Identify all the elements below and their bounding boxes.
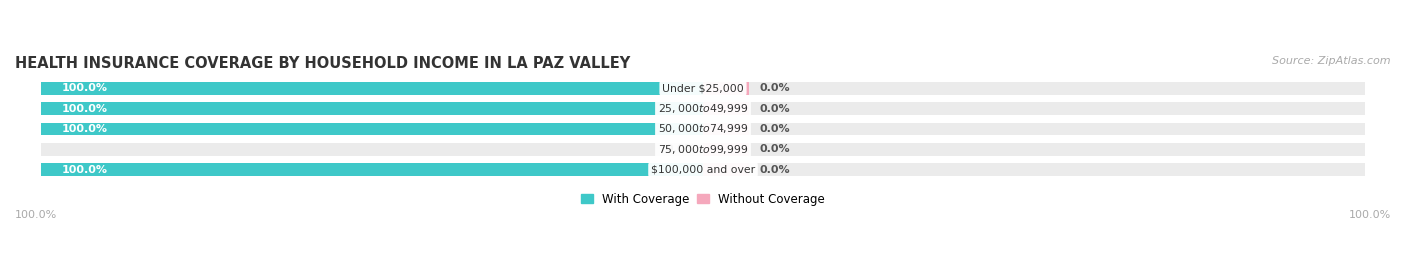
Bar [703, 163, 749, 176]
Text: 100.0%: 100.0% [62, 83, 107, 93]
Text: HEALTH INSURANCE COVERAGE BY HOUSEHOLD INCOME IN LA PAZ VALLEY: HEALTH INSURANCE COVERAGE BY HOUSEHOLD I… [15, 56, 630, 71]
Bar [41, 102, 703, 115]
Text: 0.0%: 0.0% [666, 144, 696, 154]
Text: 100.0%: 100.0% [62, 104, 107, 114]
Text: 0.0%: 0.0% [759, 83, 790, 93]
Bar [41, 102, 1365, 115]
Bar [41, 163, 1365, 176]
Bar [41, 163, 703, 176]
Text: 0.0%: 0.0% [759, 165, 790, 175]
Bar [41, 143, 1365, 156]
Text: 0.0%: 0.0% [759, 124, 790, 134]
Bar [703, 82, 749, 95]
Text: 100.0%: 100.0% [15, 210, 58, 220]
Bar [703, 102, 749, 115]
Bar [703, 123, 749, 135]
Text: 100.0%: 100.0% [1348, 210, 1391, 220]
Bar [41, 82, 1365, 95]
Bar [703, 143, 749, 156]
Text: 0.0%: 0.0% [759, 144, 790, 154]
Text: 100.0%: 100.0% [62, 165, 107, 175]
Text: $50,000 to $74,999: $50,000 to $74,999 [658, 122, 748, 136]
Bar [41, 123, 1365, 135]
Text: $75,000 to $99,999: $75,000 to $99,999 [658, 143, 748, 156]
Text: $25,000 to $49,999: $25,000 to $49,999 [658, 102, 748, 115]
Text: Source: ZipAtlas.com: Source: ZipAtlas.com [1272, 56, 1391, 66]
Text: 0.0%: 0.0% [759, 104, 790, 114]
Legend: With Coverage, Without Coverage: With Coverage, Without Coverage [576, 188, 830, 210]
Text: $100,000 and over: $100,000 and over [651, 165, 755, 175]
Bar [41, 123, 703, 135]
Text: Under $25,000: Under $25,000 [662, 83, 744, 93]
Text: 100.0%: 100.0% [62, 124, 107, 134]
Bar [41, 82, 703, 95]
